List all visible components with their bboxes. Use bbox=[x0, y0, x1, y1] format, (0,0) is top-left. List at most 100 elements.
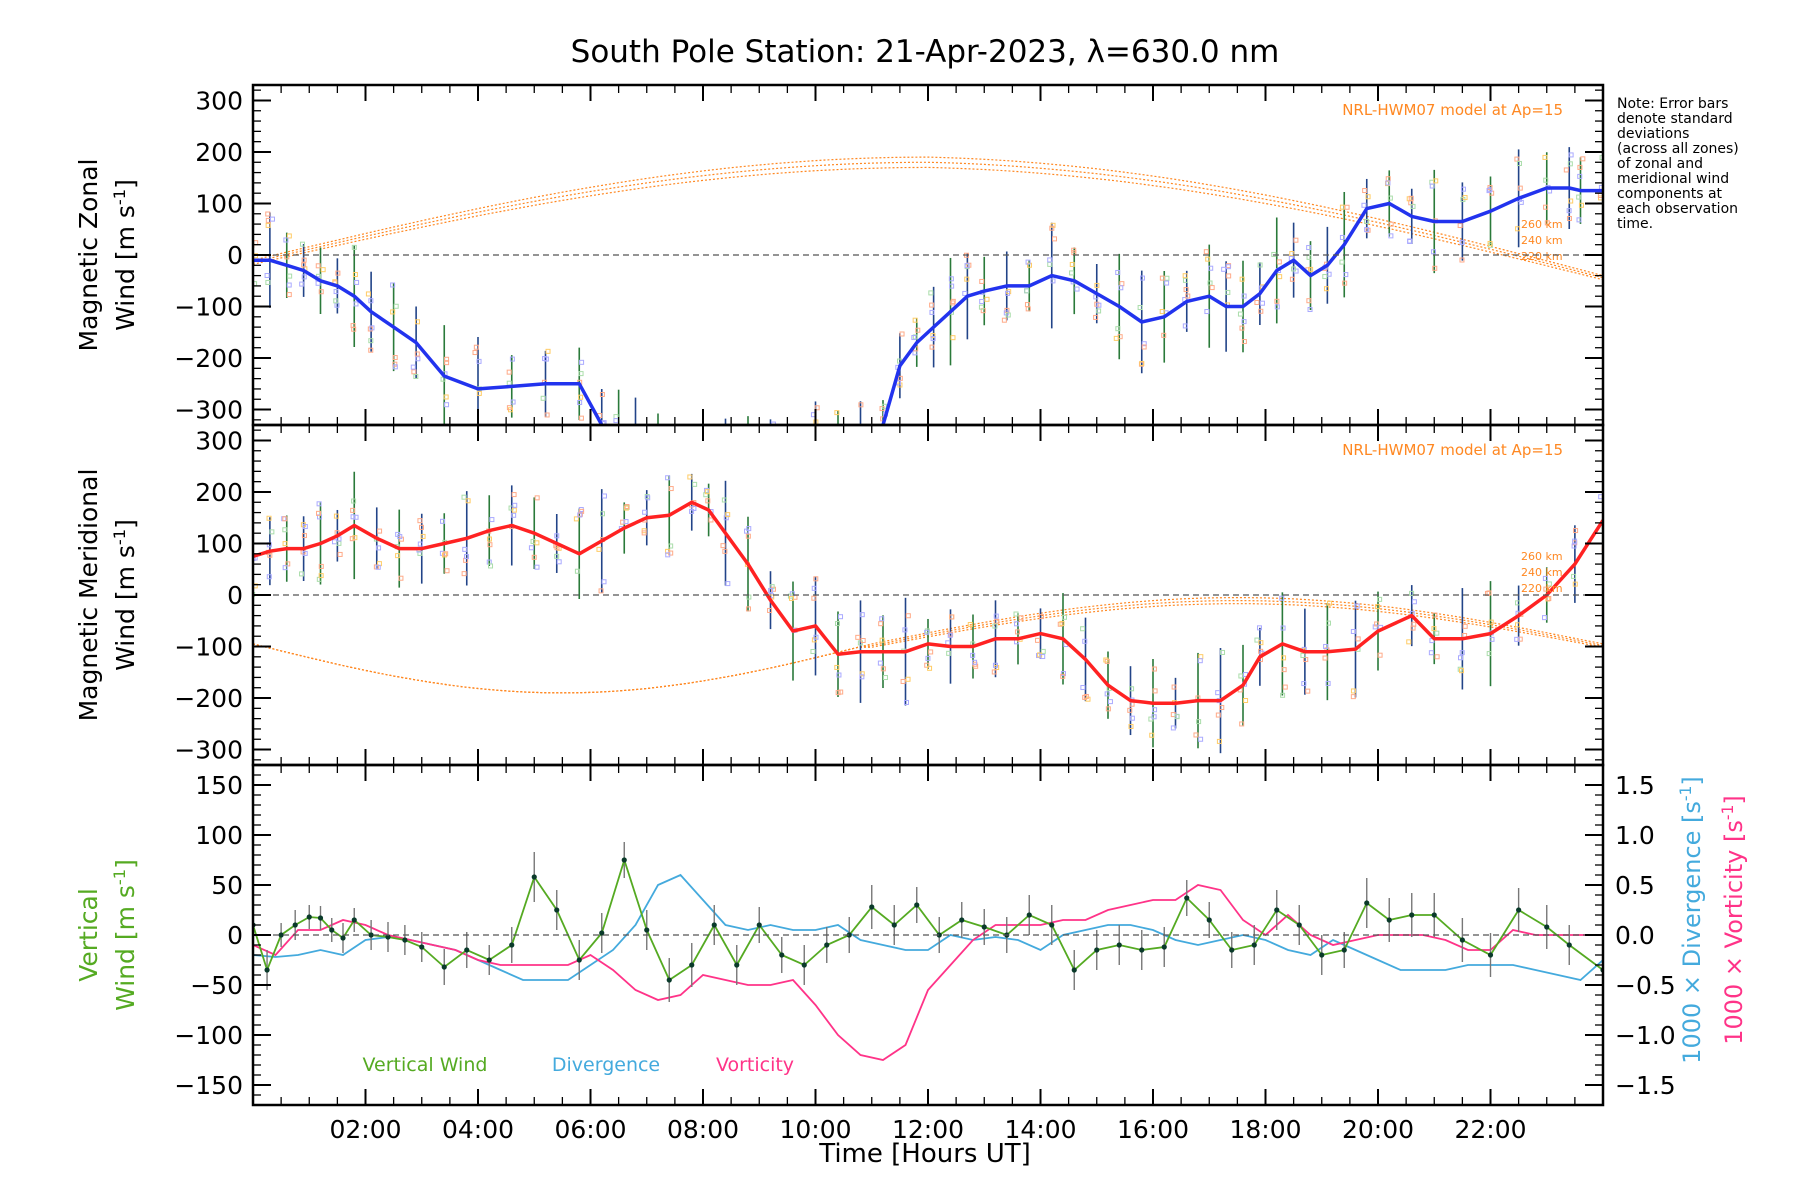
x-axis-label: Time [Hours UT] bbox=[818, 1139, 1031, 1169]
zone-point bbox=[1517, 185, 1523, 191]
zone-point bbox=[543, 356, 549, 362]
zone-point bbox=[1241, 339, 1247, 345]
x-tick-label: 14:00 bbox=[1004, 1115, 1076, 1144]
zone-point bbox=[692, 481, 698, 487]
zone-point bbox=[554, 553, 560, 559]
zone-point bbox=[333, 289, 339, 295]
zone-point bbox=[265, 279, 271, 285]
zone-point bbox=[1014, 629, 1020, 635]
zone-point bbox=[1572, 538, 1578, 544]
zone-point bbox=[928, 290, 934, 296]
vertical-wind-point bbox=[509, 942, 515, 948]
zone-point bbox=[1487, 240, 1493, 246]
model-curve bbox=[253, 156, 1603, 277]
zone-point bbox=[620, 519, 626, 525]
zone-point bbox=[411, 369, 417, 375]
zone-point bbox=[476, 390, 482, 396]
zone-point bbox=[1514, 636, 1520, 642]
zone-point bbox=[1220, 649, 1226, 655]
zone-point bbox=[836, 672, 842, 678]
zone-point bbox=[725, 512, 731, 518]
zone-point bbox=[269, 216, 275, 222]
zone-point bbox=[929, 302, 935, 308]
zone-point bbox=[1350, 628, 1356, 634]
zone-point bbox=[905, 613, 911, 619]
zone-point bbox=[577, 400, 583, 406]
zone-point bbox=[1566, 208, 1572, 214]
zone-point bbox=[1280, 692, 1286, 698]
zone-point bbox=[1432, 265, 1438, 271]
zone-point bbox=[1059, 620, 1065, 626]
y-tick-label: 300 bbox=[195, 86, 243, 115]
zone-point bbox=[1487, 185, 1493, 191]
zone-point bbox=[545, 348, 551, 354]
zone-point bbox=[1305, 688, 1311, 694]
zone-point bbox=[1339, 204, 1345, 210]
y-tick-label: −150 bbox=[174, 1071, 243, 1100]
zone-point bbox=[350, 323, 356, 329]
y2-tick-label: 0.0 bbox=[1615, 921, 1655, 950]
zone-point bbox=[265, 222, 271, 228]
zone-point bbox=[1428, 650, 1434, 656]
zone-point bbox=[534, 540, 540, 546]
zone-point bbox=[1377, 596, 1383, 602]
zone-point bbox=[1198, 736, 1204, 742]
zone-point bbox=[1052, 236, 1058, 242]
zone-point bbox=[461, 571, 467, 577]
zone-point bbox=[1486, 188, 1492, 194]
zone-point bbox=[924, 628, 930, 634]
zone-point bbox=[835, 690, 841, 696]
zone-point bbox=[1322, 274, 1328, 280]
zone-point bbox=[946, 650, 952, 656]
vertical-wind-point bbox=[1026, 912, 1032, 918]
y-axis-label-line2: Wind [m s-1] bbox=[110, 179, 141, 331]
zone-point bbox=[1107, 699, 1113, 705]
zone-point bbox=[420, 533, 426, 539]
zone-point bbox=[1431, 626, 1437, 632]
zone-point bbox=[1197, 658, 1203, 664]
zone-point bbox=[1566, 215, 1572, 221]
zone-point bbox=[1204, 309, 1210, 315]
zone-point bbox=[1013, 611, 1019, 617]
zone-point bbox=[708, 517, 714, 523]
zone-point bbox=[390, 282, 396, 288]
vertical-panel: −150 −100 −50 0 50 100 150 02:00 04:00 06:00 08:00… bbox=[74, 763, 1748, 1144]
vertical-wind-point bbox=[1049, 922, 1055, 928]
zone-point bbox=[1406, 639, 1412, 645]
zone-point bbox=[473, 344, 479, 350]
zone-point bbox=[489, 517, 495, 523]
zone-point bbox=[835, 621, 841, 627]
vertical-wind-point bbox=[756, 922, 762, 928]
zone-point bbox=[899, 331, 905, 337]
zone-point bbox=[834, 664, 840, 670]
zone-point bbox=[1573, 528, 1579, 534]
zone-point bbox=[415, 356, 421, 362]
zone-point bbox=[1458, 655, 1464, 661]
zone-point bbox=[579, 359, 585, 365]
zone-point bbox=[859, 671, 865, 677]
zone-point bbox=[877, 660, 883, 666]
y-tick-label: −100 bbox=[174, 293, 243, 322]
zone-point bbox=[1374, 621, 1380, 627]
zone-point bbox=[1060, 673, 1066, 679]
zone-point bbox=[915, 327, 921, 333]
vertical-wind-point bbox=[1296, 922, 1302, 928]
zone-point bbox=[1074, 286, 1080, 292]
zone-point bbox=[623, 519, 629, 525]
zone-point bbox=[665, 552, 671, 558]
zone-point bbox=[1408, 195, 1414, 201]
zone-point bbox=[1040, 654, 1046, 660]
zone-point bbox=[1364, 227, 1370, 233]
vertical-wind-point bbox=[1139, 947, 1145, 953]
zone-point bbox=[1005, 290, 1011, 296]
zone-point bbox=[1182, 273, 1188, 279]
zone-point bbox=[1342, 280, 1348, 286]
altitude-label: 220 km bbox=[1521, 250, 1563, 263]
zone-point bbox=[1193, 732, 1199, 738]
legend-item: Vorticity bbox=[716, 1054, 794, 1076]
vertical-wind-point bbox=[599, 930, 605, 936]
zone-point bbox=[984, 296, 990, 302]
zone-point bbox=[1254, 299, 1260, 305]
zone-point bbox=[397, 534, 403, 540]
zone-point bbox=[264, 272, 270, 278]
